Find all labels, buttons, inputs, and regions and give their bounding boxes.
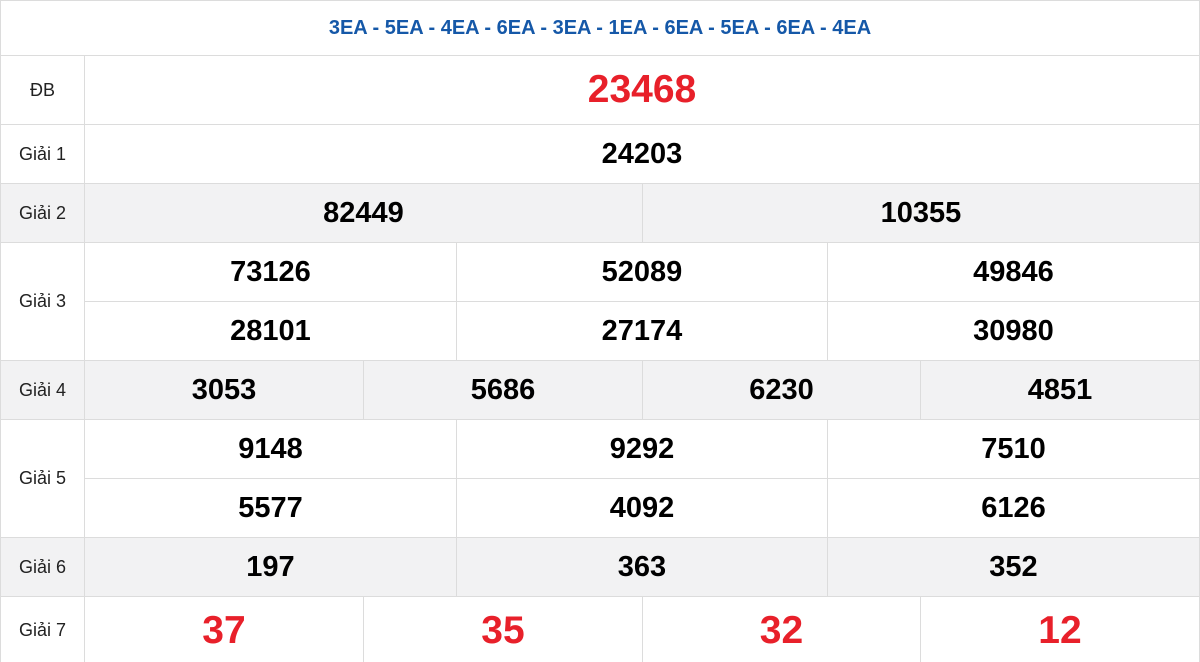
prize-number: 28101 <box>85 302 457 361</box>
prize-label: Giải 1 <box>0 125 85 184</box>
prize-number: 3053 <box>85 361 364 420</box>
prize-label: Giải 3 <box>0 243 85 361</box>
prize-number: 32 <box>643 597 921 662</box>
prize-number: 6126 <box>828 479 1200 538</box>
prize-label: Giải 5 <box>0 420 85 538</box>
prize-label: Giải 7 <box>0 597 85 662</box>
prize-number: 352 <box>828 538 1200 597</box>
prize-number: 363 <box>457 538 828 597</box>
prize-number: 9148 <box>85 420 457 479</box>
prize-number: 4851 <box>921 361 1200 420</box>
prize-number: 73126 <box>85 243 457 302</box>
prize-number: 24203 <box>85 125 1200 184</box>
prize-number: 9292 <box>457 420 828 479</box>
prize-label: Giải 2 <box>0 184 85 243</box>
prize-number: 6230 <box>643 361 921 420</box>
prize-number: 5686 <box>364 361 643 420</box>
prize-number: 23468 <box>85 56 1200 125</box>
prize-number: 5577 <box>85 479 457 538</box>
prize-number: 82449 <box>85 184 643 243</box>
prize-number: 35 <box>364 597 643 662</box>
prize-number: 7510 <box>828 420 1200 479</box>
prize-number: 30980 <box>828 302 1200 361</box>
prize-number: 49846 <box>828 243 1200 302</box>
prize-number: 37 <box>85 597 364 662</box>
prize-number: 12 <box>921 597 1200 662</box>
prize-label: ĐB <box>0 56 85 125</box>
prize-label: Giải 4 <box>0 361 85 420</box>
prize-number: 10355 <box>643 184 1200 243</box>
prize-number: 52089 <box>457 243 828 302</box>
prize-number: 27174 <box>457 302 828 361</box>
prize-number: 197 <box>85 538 457 597</box>
prize-label: Giải 6 <box>0 538 85 597</box>
prize-number: 4092 <box>457 479 828 538</box>
header: 3EA - 5EA - 4EA - 6EA - 3EA - 1EA - 6EA … <box>0 0 1200 56</box>
